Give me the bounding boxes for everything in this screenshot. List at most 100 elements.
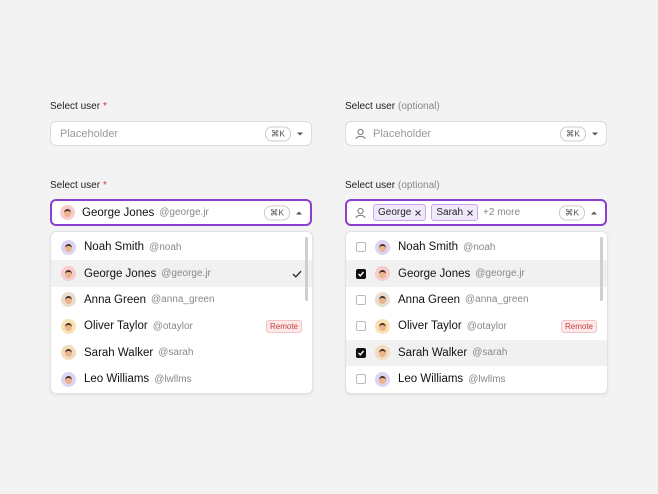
chip[interactable]: George <box>373 204 427 221</box>
field-label: Select user (optional) <box>345 179 607 193</box>
shortcut: ⌘K <box>558 205 585 220</box>
optional-hint: (optional) <box>398 180 440 191</box>
caret <box>592 132 598 135</box>
avatar <box>61 345 76 361</box>
option-name: Anna Green <box>398 293 461 306</box>
chip[interactable]: Sarah <box>431 204 479 221</box>
label-text: Select user <box>345 101 396 112</box>
option[interactable]: George Jones @george.jr <box>346 260 607 287</box>
placeholder: Placeholder <box>373 127 432 140</box>
checkbox[interactable] <box>356 294 366 305</box>
option-handle: @noah <box>149 241 182 253</box>
option-handle: @anna_green <box>465 294 529 306</box>
option-name: Noah Smith <box>84 241 145 254</box>
chip-label: George <box>378 207 412 218</box>
option[interactable]: Oliver Taylor @otaylor Remote <box>51 313 312 339</box>
option-name: Noah Smith <box>398 241 459 254</box>
option[interactable]: Noah Smith @noah <box>51 234 312 260</box>
option-handle: @noah <box>463 241 496 253</box>
required-mark: * <box>103 101 107 112</box>
select-input[interactable]: Placeholder ⌘K <box>50 121 312 146</box>
option[interactable]: Sarah Walker @sarah <box>346 339 607 366</box>
option-name: Oliver Taylor <box>84 320 148 333</box>
option[interactable]: Oliver Taylor @otaylor Remote <box>346 313 607 339</box>
checkbox[interactable] <box>356 374 366 385</box>
avatar-face <box>379 270 386 279</box>
avatar-face <box>65 270 72 279</box>
option-name: Sarah Walker <box>398 346 468 359</box>
avatar <box>375 371 390 387</box>
option-name: Anna Green <box>84 293 147 306</box>
avatar-face <box>65 322 72 331</box>
option[interactable]: Anna Green @anna_green <box>51 287 312 313</box>
option-name: George Jones <box>84 267 157 280</box>
avatar <box>61 266 76 282</box>
label-text: Select user <box>345 180 396 191</box>
avatar-face <box>379 322 386 331</box>
select-field: Select user * Placeholder ⌘K <box>50 100 312 146</box>
option-handle: @george.jr <box>475 268 525 280</box>
placeholder: Placeholder <box>60 127 119 140</box>
select-field: Select user (optional) George Sarah +2 more ⌘… <box>345 179 608 394</box>
avatar-face <box>65 375 72 384</box>
selected-handle: @george.jr <box>159 207 209 218</box>
avatar-face <box>64 209 71 217</box>
scrollbar <box>305 237 308 301</box>
chip-label: Sarah <box>436 207 464 218</box>
check-icon <box>292 270 302 278</box>
select-input[interactable]: George Jones @george.jr ⌘K <box>50 199 312 226</box>
option-name: Leo Williams <box>398 373 464 386</box>
select-input[interactable]: George Sarah +2 more ⌘K <box>345 199 607 226</box>
label-text: Select user <box>50 180 101 191</box>
option-handle: @otaylor <box>466 320 507 332</box>
option[interactable]: Anna Green @anna_green <box>346 287 607 313</box>
chip-remove <box>415 209 422 216</box>
option-name: Leo Williams <box>84 373 150 386</box>
checkbox[interactable] <box>356 321 366 332</box>
avatar <box>61 292 76 308</box>
avatar <box>375 292 390 308</box>
dropdown: Noah Smith @noah George Jones @george.jr Ann… <box>345 231 608 394</box>
user-icon <box>355 207 366 218</box>
avatar <box>61 318 76 334</box>
selected-name: George Jones <box>82 206 155 219</box>
avatar-face <box>65 243 72 252</box>
option-name: Sarah Walker <box>84 346 154 359</box>
dropdown: Noah Smith @noah George Jones @george.jr Ann… <box>50 231 313 394</box>
select-input[interactable]: Placeholder ⌘K <box>345 121 607 146</box>
option-handle: @sarah <box>158 347 194 359</box>
caret <box>591 211 597 214</box>
checkbox[interactable] <box>356 268 366 279</box>
option-name: Oliver Taylor <box>398 320 462 333</box>
option-name: George Jones <box>398 267 471 280</box>
option[interactable]: Leo Williams @lwllms <box>51 366 312 392</box>
option[interactable]: Leo Williams @lwllms <box>346 366 607 392</box>
badge: Remote <box>265 319 302 333</box>
option-handle: @anna_green <box>151 294 215 306</box>
checkbox[interactable] <box>356 242 366 253</box>
field-label: Select user (optional) <box>345 100 607 114</box>
option[interactable]: Noah Smith @noah <box>346 234 607 260</box>
select-field: Select user * George Jones @george.jr ⌘K Noah… <box>50 179 313 394</box>
avatar <box>375 318 390 334</box>
avatar <box>60 205 75 220</box>
avatar-face <box>65 349 72 358</box>
avatar <box>375 345 390 361</box>
scrollbar <box>600 237 603 301</box>
shortcut: ⌘K <box>263 205 290 220</box>
field-label: Select user * <box>50 179 312 193</box>
checkbox-mark <box>358 350 365 356</box>
avatar <box>375 239 390 255</box>
checkbox[interactable] <box>356 347 366 358</box>
shortcut: ⌘K <box>264 126 291 141</box>
avatar-face <box>65 296 72 305</box>
avatar-face <box>379 243 386 252</box>
caret <box>296 211 302 214</box>
option[interactable]: Sarah Walker @sarah <box>51 340 312 366</box>
avatar <box>61 371 76 387</box>
option-handle: @lwllms <box>154 373 192 385</box>
more-count: +2 more <box>483 207 521 218</box>
option[interactable]: George Jones @george.jr <box>51 260 312 287</box>
chip-remove <box>467 209 473 216</box>
avatar <box>375 266 390 282</box>
